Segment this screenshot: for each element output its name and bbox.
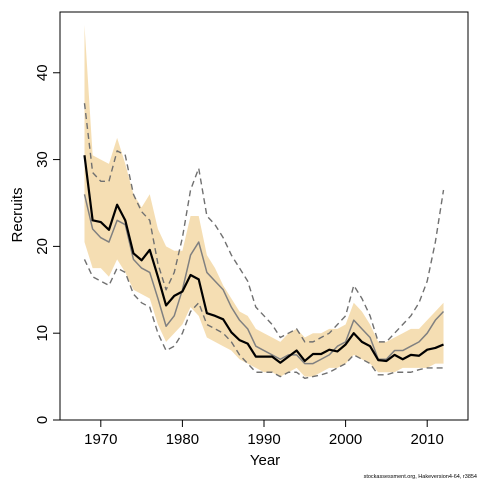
y-tick-label: 40: [34, 64, 51, 81]
y-axis: 0 10 20 30 40: [34, 64, 60, 424]
confidence-band: [84, 25, 444, 377]
x-tick-label: 2010: [411, 431, 444, 448]
series-lines-layer: [83, 103, 445, 380]
y-tick-label: 0: [34, 416, 51, 424]
x-tick-label: 2000: [329, 431, 362, 448]
y-tick-label: 10: [34, 325, 51, 342]
y-axis-title: Recruits: [9, 187, 26, 242]
series-line-lower-bound: [83, 259, 444, 380]
y-tick-label: 20: [34, 238, 51, 255]
x-tick-label: 1980: [166, 431, 199, 448]
x-axis-title: Year: [250, 452, 280, 469]
confidence-band-layer: [84, 25, 444, 377]
series-line-upper-bound: [83, 103, 445, 343]
series-line-mean: [83, 194, 445, 365]
x-tick-label: 1990: [247, 431, 280, 448]
x-tick-label: 1970: [84, 431, 117, 448]
series-line-median: [83, 155, 444, 364]
x-axis: 1970 1980 1990 2000 2010: [84, 420, 444, 448]
footnote-text: stockassessment.org, Hakeversion4-64, r3…: [364, 474, 477, 480]
y-tick-label: 30: [34, 151, 51, 168]
